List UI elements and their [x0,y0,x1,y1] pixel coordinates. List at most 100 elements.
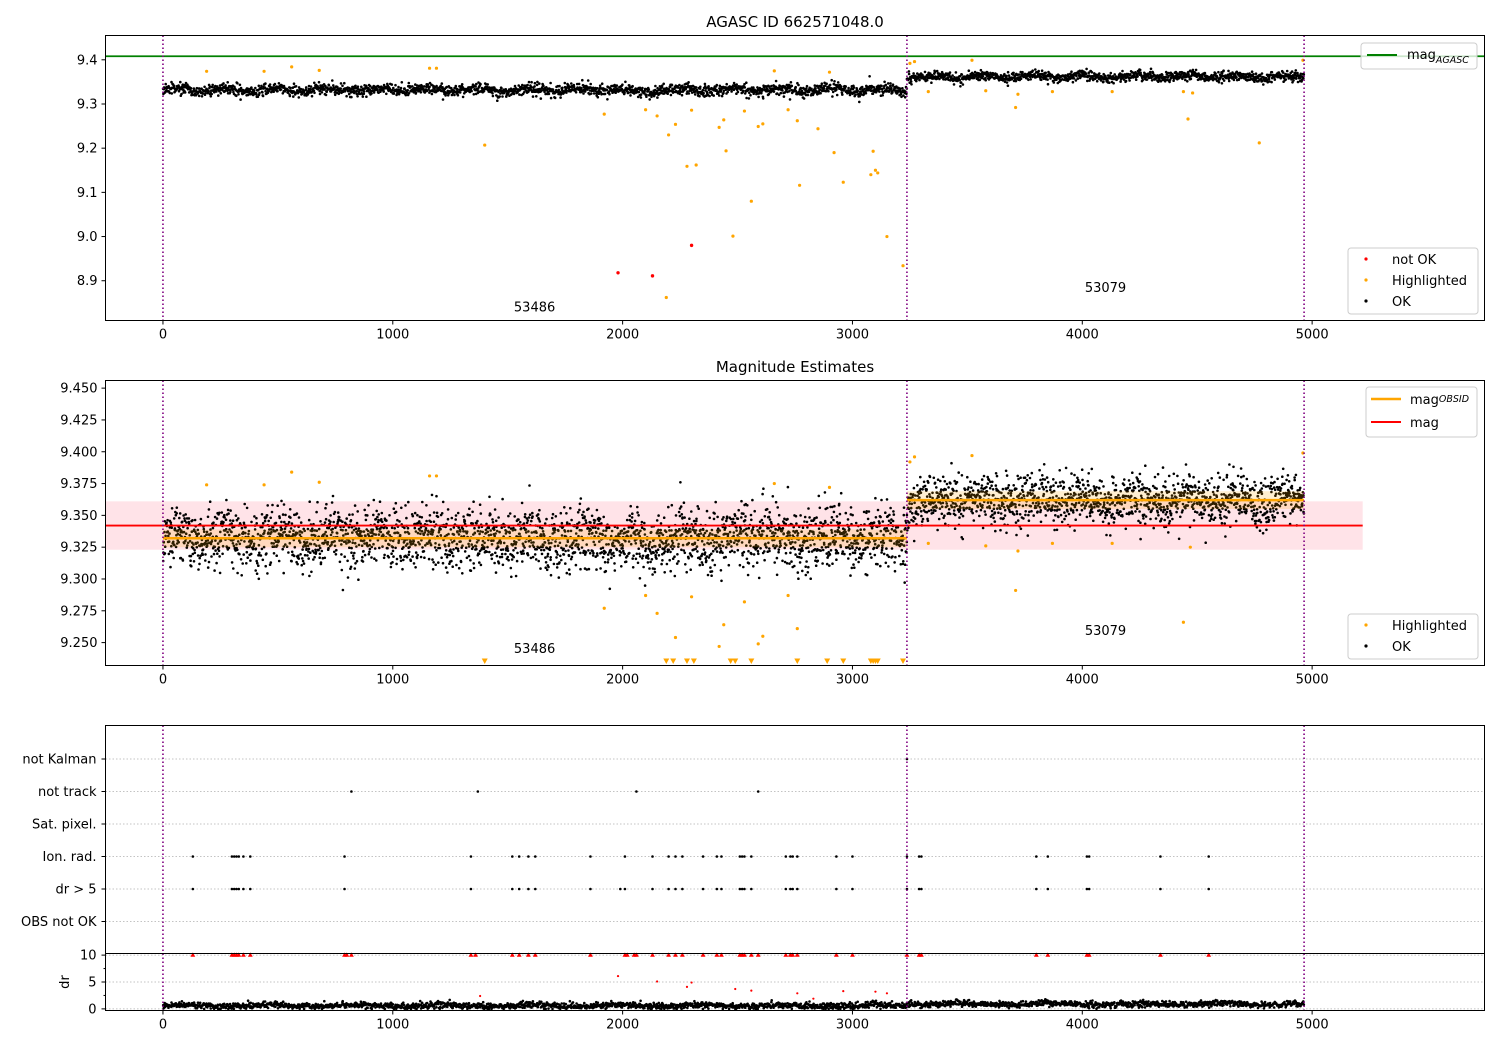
ok-point [236,571,239,575]
ok-point [323,556,327,560]
ok-point [304,88,308,91]
ok-point [261,94,265,98]
ok-point [383,553,386,557]
ok-point [211,85,214,89]
ok-point [249,552,253,556]
agasc-legend-reference: magAGASC [1360,42,1478,70]
ok-point [604,551,607,554]
ok-point [423,85,426,88]
ok-point [210,92,213,96]
ok-point [533,85,536,88]
ok-point [598,517,602,521]
ok-point [223,513,226,517]
ok-point [589,82,592,86]
ok-point [307,547,311,551]
ok-point [1046,78,1049,81]
ok-point [399,86,403,90]
ok-point [951,74,954,77]
ok-point [164,82,167,86]
ok-point [1284,78,1288,81]
ok-point [177,89,181,93]
x-tick-label: 4000 [1066,328,1099,343]
ok-point [883,80,886,84]
ok-point [450,86,453,90]
highlighted-point [1257,141,1261,145]
ok-point [741,89,745,93]
ok-point [512,87,515,91]
ok-point [1253,80,1256,83]
ok-point [207,90,210,93]
ok-point [515,559,519,563]
ok-point [292,554,296,558]
ok-point [201,548,205,551]
ok-point [377,513,381,516]
ok-point [715,88,718,92]
ok-point [1019,77,1023,80]
ok-point [942,78,945,81]
ok-point [1021,70,1024,74]
ok-point [315,510,318,514]
ok-point [477,526,481,529]
ok-point [918,78,921,82]
ok-point [858,94,861,98]
ok-point [444,566,448,569]
ok-point [354,562,357,565]
highlighted-point [908,61,912,65]
ok-point [1273,78,1277,81]
ok-point [891,91,894,94]
highlighted-point [797,183,802,187]
ok-point [577,521,581,524]
highlighted-point [1050,90,1055,94]
highlighted-point [317,68,321,73]
ok-point [565,521,569,524]
ok-point [581,78,584,82]
ok-point [400,506,403,510]
ok-point [214,549,217,552]
ok-point [468,513,472,517]
ok-point [452,548,455,551]
ok-point [376,515,379,519]
ok-point [289,86,292,90]
x-tick-label: 5000 [1296,328,1329,343]
ok-point [722,89,726,93]
ok-point [310,570,313,574]
ok-point [569,506,572,510]
ok-point [891,83,895,86]
ok-point [222,521,225,524]
ok-point [269,516,273,520]
ok-point [576,511,580,514]
ok-point [387,556,391,559]
ok-point [612,554,616,558]
ok-point [835,88,838,91]
ok-point [1121,69,1124,73]
ok-point [644,549,647,553]
ok-point [343,555,347,558]
ok-point [1129,73,1132,76]
ok-point [1090,71,1094,74]
ok-point [187,522,191,525]
ok-point [193,548,196,552]
ok-point [530,519,533,523]
ok-point [770,84,773,88]
ok-point [257,564,260,567]
ok-point [299,521,303,524]
ok-point [332,520,336,524]
ok-point [266,572,269,575]
ok-point [372,498,376,502]
ok-point [165,521,168,525]
ok-point [297,516,301,519]
ok-point [334,553,338,556]
ok-point [206,566,210,569]
ok-point [318,92,322,96]
ok-point [392,86,395,90]
ok-point [370,92,373,95]
ok-point [620,87,624,91]
ok-point [722,91,725,95]
ok-point [858,100,861,104]
ok-point [916,72,919,75]
ok-point [268,83,272,86]
ok-point [497,561,501,565]
ok-point [717,94,721,97]
ok-point [960,73,964,76]
ok-point [292,95,295,98]
